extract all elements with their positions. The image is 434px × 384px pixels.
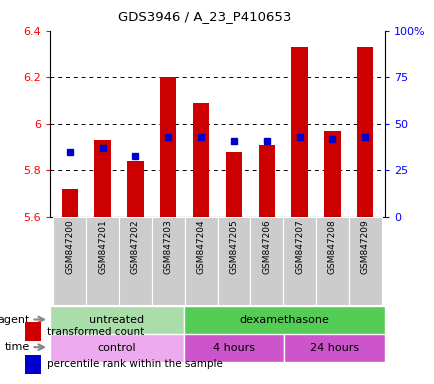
Text: time: time (5, 342, 30, 352)
Bar (50, 306, 184, 334)
Text: GSM847209: GSM847209 (360, 220, 369, 274)
Text: GSM847202: GSM847202 (131, 220, 140, 274)
Text: GDS3946 / A_23_P410653: GDS3946 / A_23_P410653 (118, 10, 290, 23)
Bar (160, 77, 176, 217)
Bar (151, 217, 184, 305)
Text: GSM847208: GSM847208 (327, 220, 336, 274)
Text: dexamethasone: dexamethasone (239, 315, 329, 325)
Text: agent: agent (0, 314, 30, 324)
Text: 24 hours: 24 hours (309, 343, 358, 353)
Text: GSM847200: GSM847200 (65, 220, 74, 274)
Bar (348, 217, 381, 305)
Bar (283, 217, 315, 305)
Bar (53, 217, 86, 305)
Bar (258, 145, 274, 217)
Bar (225, 152, 242, 217)
Bar (61, 189, 78, 217)
Bar (25, 323, 40, 341)
Text: GSM847203: GSM847203 (163, 220, 172, 274)
Text: GSM847207: GSM847207 (294, 220, 303, 274)
Text: untreated: untreated (89, 315, 144, 325)
Text: 4 hours: 4 hours (213, 343, 255, 353)
Bar (291, 47, 307, 217)
Text: GSM847206: GSM847206 (262, 220, 271, 274)
Bar (25, 355, 40, 374)
Bar (323, 131, 340, 217)
Bar (86, 217, 119, 305)
Bar (127, 161, 143, 217)
Bar (192, 103, 209, 217)
Bar (356, 47, 373, 217)
Bar (217, 217, 250, 305)
Bar (250, 217, 283, 305)
Text: transformed count: transformed count (47, 327, 145, 337)
Text: control: control (98, 343, 136, 353)
Bar (50, 334, 184, 362)
Bar (315, 217, 348, 305)
Bar (184, 306, 384, 334)
Text: GSM847201: GSM847201 (98, 220, 107, 274)
Bar (184, 334, 284, 362)
Text: percentile rank within the sample: percentile rank within the sample (47, 359, 223, 369)
Text: GSM847205: GSM847205 (229, 220, 238, 274)
Bar (284, 334, 384, 362)
Bar (184, 217, 217, 305)
Bar (94, 140, 111, 217)
Bar (119, 217, 151, 305)
Text: GSM847204: GSM847204 (196, 220, 205, 274)
